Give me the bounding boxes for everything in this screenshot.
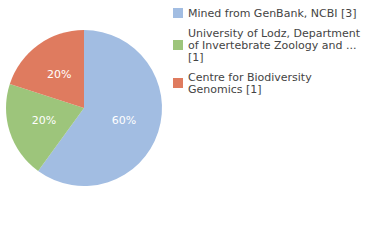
svg-text:University of Lodz, Department: University of Lodz, Department [188, 26, 364, 40]
svg-text:60%: 60% [112, 114, 136, 127]
svg-text:20%: 20% [32, 114, 56, 127]
svg-text:of Invertebrate Zoology and ..: of Invertebrate Zoology and ... [188, 39, 360, 52]
svg-text:[1]: [1] [188, 51, 204, 64]
svg-text:20%: 20% [47, 68, 71, 81]
svg-text:Genomics [1]: Genomics [1] [188, 83, 262, 96]
svg-text:Centre for Biodiversity: Centre for Biodiversity [188, 70, 316, 84]
svg-text:Mined from GenBank, NCBI [3]: Mined from GenBank, NCBI [3] [188, 7, 357, 20]
